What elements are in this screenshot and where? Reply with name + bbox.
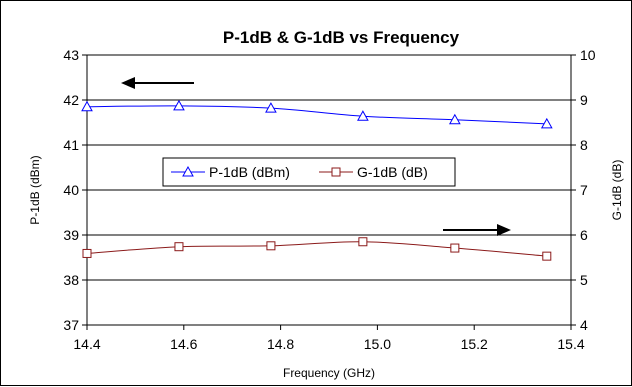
y-tick-label: 37 [63, 317, 79, 333]
y-axis-left-title: P-1dB (dBm) [28, 155, 42, 224]
y-tick-label: 39 [63, 227, 79, 243]
axis-arrows [121, 77, 511, 236]
y2-tick-label: 7 [580, 182, 588, 198]
g1db-data-point [174, 242, 184, 252]
left-arrow-head-icon [121, 77, 135, 89]
legend-label-g1db: G-1dB (dB) [357, 164, 428, 180]
chart-title: P-1dB & G-1dB vs Frequency [223, 28, 460, 47]
legend-marker-g1db [331, 167, 341, 177]
x-axis: 14.4 14.6 14.8 15.0 15.2 15.4 [73, 325, 585, 352]
p1db-data-point [265, 102, 277, 113]
legend-box [162, 157, 456, 187]
g1db-data-point [358, 237, 368, 247]
y2-tick-label: 6 [580, 227, 588, 243]
y2-tick-label: 5 [580, 272, 588, 288]
x-tick-label: 14.8 [267, 336, 294, 352]
g1db-data-point [82, 248, 92, 258]
y-axis-left: 37 38 39 40 41 42 43 [63, 47, 87, 333]
y2-tick-label: 9 [580, 92, 588, 108]
legend: P-1dB (dBm) G-1dB (dB) [162, 157, 456, 187]
y2-tick-label: 4 [580, 317, 588, 333]
p1db-data-point [357, 110, 369, 121]
gridlines [87, 99, 571, 281]
x-tick-label: 14.4 [73, 336, 100, 352]
x-tick-label: 15.2 [461, 336, 488, 352]
y-tick-label: 40 [63, 182, 79, 198]
g1db-data-point [542, 251, 552, 261]
legend-marker-p1db [182, 165, 194, 177]
g1db-data-point [450, 243, 460, 253]
y-tick-label: 38 [63, 272, 79, 288]
x-tick-label: 14.6 [170, 336, 197, 352]
y-axis-right-title: G-1dB (dB) [610, 160, 624, 221]
p1db-data-point [173, 99, 185, 111]
p1db-data-point [540, 117, 553, 129]
right-arrow-head-icon [497, 224, 511, 236]
x-tick-label: 15.0 [364, 336, 391, 352]
p1db-series-line [86, 105, 547, 125]
plot-area [86, 54, 572, 326]
y-tick-label: 41 [63, 137, 79, 153]
x-axis-title: Frequency (GHz) [283, 366, 375, 380]
y2-tick-label: 8 [580, 137, 588, 153]
y2-tick-label: 10 [580, 47, 596, 63]
series-layer [81, 99, 553, 261]
y-tick-label: 43 [63, 47, 79, 63]
p1db-data-point [448, 113, 461, 125]
y-axis-right: 4 5 6 7 8 9 10 [571, 47, 596, 333]
legend-label-p1db: P-1dB (dBm) [209, 164, 290, 180]
p1db-data-point [81, 100, 93, 112]
y-tick-label: 42 [63, 92, 79, 108]
x-tick-label: 15.4 [557, 336, 584, 352]
g1db-data-point [266, 241, 276, 251]
g1db-series-line [86, 241, 547, 257]
